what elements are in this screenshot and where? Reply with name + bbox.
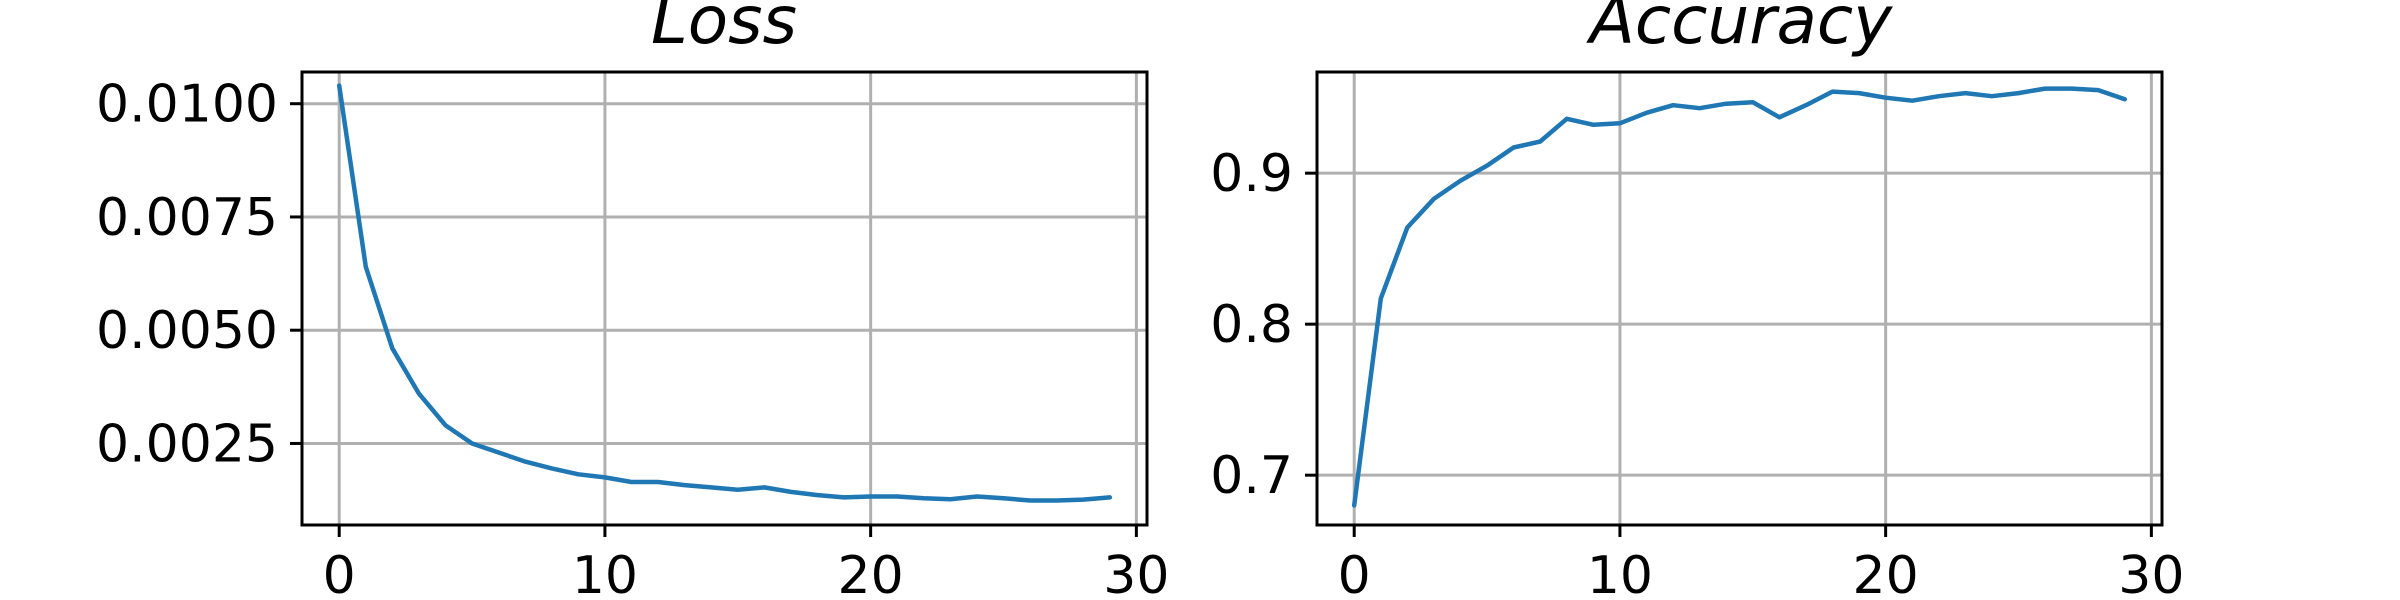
- accuracy-y-tick-label: 0.7: [1210, 446, 1293, 506]
- accuracy-y-tick-label: 0.8: [1210, 295, 1293, 355]
- loss-series-line: [336, 83, 1113, 503]
- loss-y-tick-label: 0.0025: [96, 414, 278, 474]
- accuracy-x-tick-label: 30: [2118, 546, 2184, 600]
- loss-y-tick-label: 0.0100: [96, 75, 278, 135]
- loss-x-tick-label: 0: [323, 546, 356, 600]
- accuracy-y-tick-label: 0.9: [1210, 144, 1293, 204]
- accuracy-series-line: [1351, 86, 2128, 508]
- accuracy-x-tick-label: 0: [1338, 546, 1371, 600]
- loss-chart-panel: Loss 0 10 20 30 0.0025 0.0050 0.0075 0.0100: [96, 0, 1169, 600]
- loss-y-tick-label: 0.0075: [96, 188, 278, 248]
- loss-axes-frame: [300, 70, 1149, 527]
- accuracy-x-tick-label: 10: [1587, 546, 1653, 600]
- accuracy-chart-panel: Accuracy 0 10 20 30 0.7 0.8 0.9: [1210, 0, 2184, 600]
- accuracy-axes-frame: [1315, 70, 2164, 527]
- accuracy-x-tick-label: 20: [1853, 546, 1919, 600]
- loss-x-tick-label: 30: [1103, 546, 1169, 600]
- loss-x-tick-label: 20: [838, 546, 904, 600]
- loss-chart-title: Loss: [651, 0, 797, 59]
- loss-y-tick-label: 0.0050: [96, 301, 278, 361]
- loss-x-tick-label: 10: [572, 546, 638, 600]
- accuracy-chart-title: Accuracy: [1586, 0, 1893, 59]
